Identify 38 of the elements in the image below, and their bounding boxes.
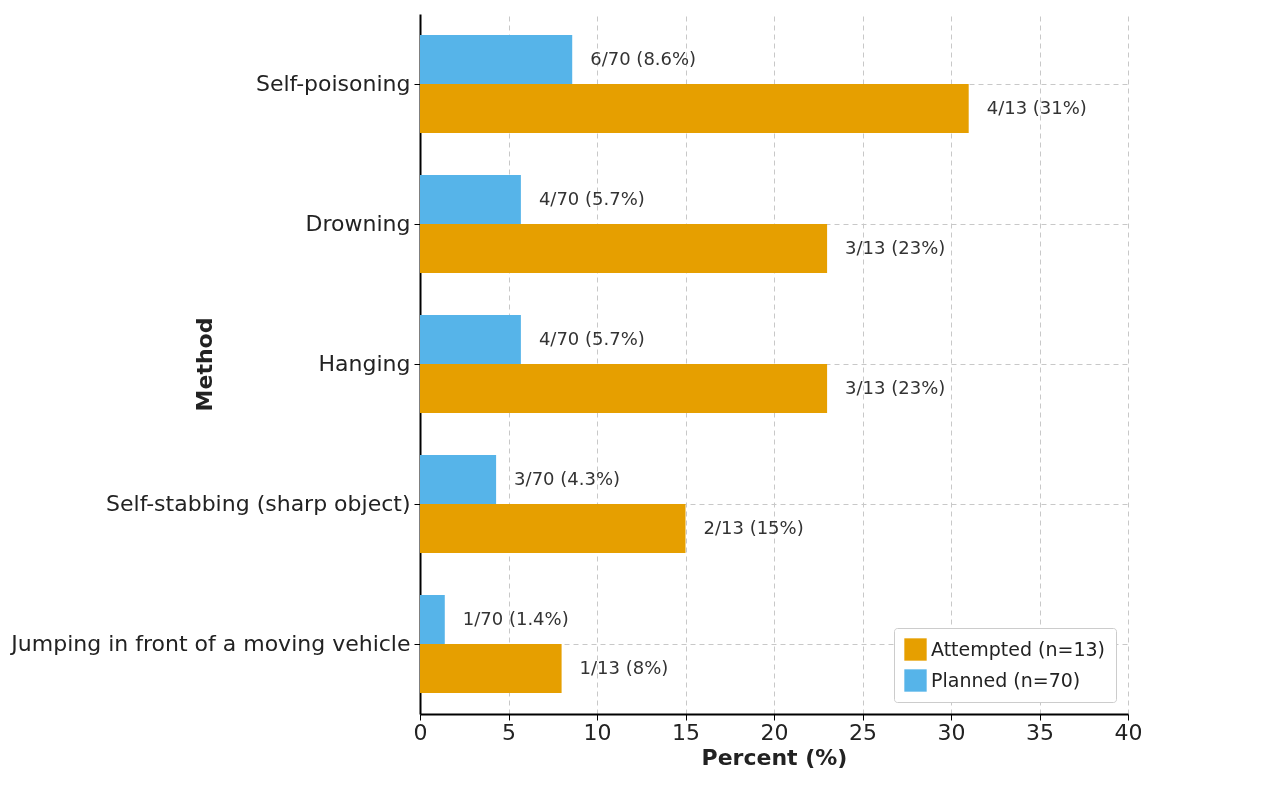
bar <box>420 35 573 84</box>
x-tick-label: 40 <box>1114 719 1143 745</box>
bar <box>420 364 828 413</box>
bar <box>420 644 562 693</box>
x-tick-label: 0 <box>413 719 428 745</box>
y-tick-label: Self-poisoning <box>255 71 411 96</box>
bar <box>420 595 445 644</box>
y-tick-label: Drowning <box>305 211 411 236</box>
legend-label: Planned (n=70) <box>931 668 1081 691</box>
data-label: 3/70 (4.3%) <box>514 467 621 489</box>
data-label: 6/70 (8.6%) <box>590 47 697 69</box>
y-tick-label: Self-stabbing (sharp object) <box>106 491 411 516</box>
x-tick-label: 30 <box>937 719 966 745</box>
x-tick-label: 25 <box>849 719 877 745</box>
data-label: 1/13 (8%) <box>579 656 669 678</box>
data-label: 4/70 (5.7%) <box>538 327 645 349</box>
legend-label: Attempted (n=13) <box>931 637 1106 660</box>
bar <box>420 455 497 504</box>
y-tick-label: Hanging <box>318 351 411 376</box>
y-tick-label: Jumping in front of a moving vehicle <box>9 631 411 656</box>
x-axis-title: Percent (%) <box>701 744 848 770</box>
y-axis-title: Method <box>191 317 217 412</box>
bar <box>420 175 521 224</box>
data-label: 1/70 (1.4%) <box>462 607 569 629</box>
x-tick-label: 35 <box>1026 719 1054 745</box>
data-label: 4/70 (5.7%) <box>538 187 645 209</box>
bar <box>420 504 686 553</box>
data-label: 3/13 (23%) <box>845 236 946 258</box>
x-tick-label: 15 <box>672 719 700 745</box>
bar <box>420 315 521 364</box>
data-label: 3/13 (23%) <box>845 376 946 398</box>
x-tick-label: 20 <box>760 719 789 745</box>
bar <box>420 224 828 273</box>
x-tick-label: 10 <box>583 719 612 745</box>
data-label: 2/13 (15%) <box>703 516 804 538</box>
data-label: 4/13 (31%) <box>986 96 1087 118</box>
x-tick-label: 5 <box>502 719 516 745</box>
bar <box>420 84 969 133</box>
